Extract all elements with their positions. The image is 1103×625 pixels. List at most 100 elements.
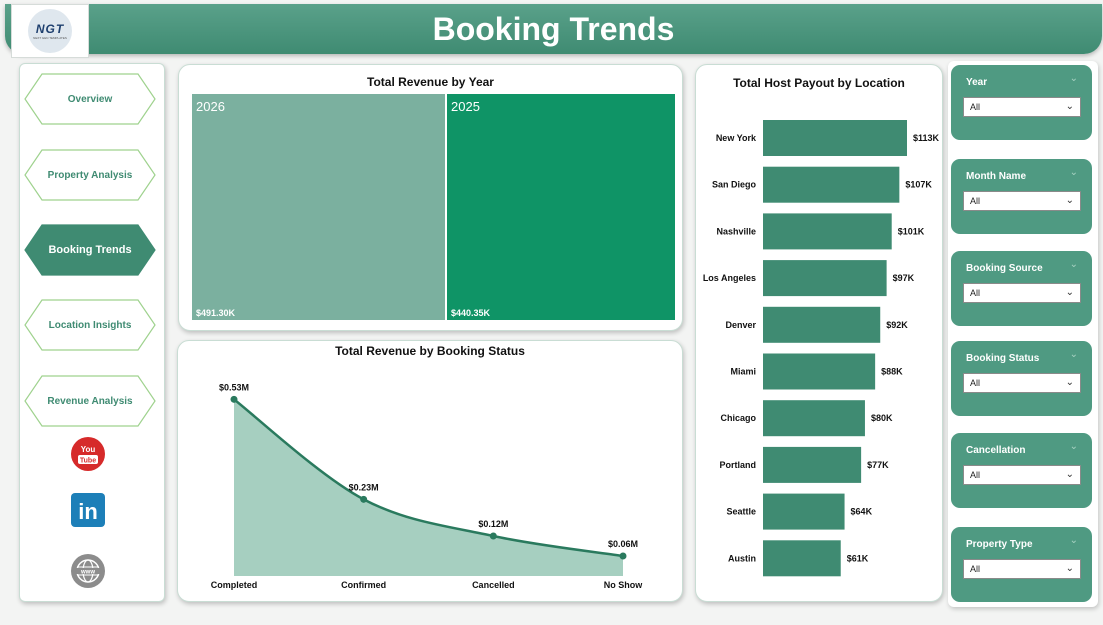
chevron-down-icon: ⌄ <box>1065 287 1074 298</box>
x-tick-label: No Show <box>604 580 643 590</box>
slicer-dropdown[interactable]: All ⌄ <box>963 465 1081 485</box>
slicer-collapse-icon[interactable]: ⌄ <box>1069 73 1078 84</box>
area-line <box>233 398 624 558</box>
data-label: $92K <box>886 320 908 330</box>
bar <box>763 493 845 530</box>
tile-year-label: 2025 <box>451 99 480 114</box>
x-tick-label: Confirmed <box>341 580 386 590</box>
category-label: Los Angeles <box>703 273 756 283</box>
x-tick-label: Completed <box>211 580 258 590</box>
slicer-dropdown[interactable]: All ⌄ <box>963 283 1081 303</box>
bar <box>763 120 907 156</box>
bar <box>763 306 881 343</box>
nav-item-overview[interactable]: Overview <box>24 73 156 125</box>
slicer-label: Property Type <box>966 539 1033 550</box>
youtube-icon[interactable]: You Tube <box>70 436 106 472</box>
category-label: Miami <box>730 367 756 377</box>
nav-label: Revenue Analysis <box>47 395 133 407</box>
revenue-by-status-card: Total Revenue by Booking Status $0.53M Co… <box>177 340 683 602</box>
bar <box>763 353 876 390</box>
website-icon[interactable]: www <box>70 553 106 589</box>
category-label: Denver <box>725 320 756 330</box>
slicer-label: Cancellation <box>966 445 1026 456</box>
x-tick-label: Cancelled <box>472 580 515 590</box>
data-label: $77K <box>867 460 889 470</box>
slicer-value: All <box>970 564 981 574</box>
tile-value-label: $491.30K <box>196 308 236 318</box>
category-label: San Diego <box>712 180 757 190</box>
area-fill <box>234 399 623 576</box>
nav-item-revenue-analysis[interactable]: Revenue Analysis <box>24 375 156 427</box>
filter-panel: Year ⌄ All ⌄ Month Name ⌄ All ⌄ Booking … <box>948 61 1098 607</box>
linkedin-icon[interactable]: in <box>70 492 106 528</box>
category-label: Chicago <box>720 413 756 423</box>
slicer-dropdown[interactable]: All ⌄ <box>963 191 1081 211</box>
slicer-cancellation: Cancellation ⌄ All ⌄ <box>951 433 1092 508</box>
data-label: $64K <box>851 507 873 517</box>
category-label: Portland <box>719 460 756 470</box>
slicer-collapse-icon[interactable]: ⌄ <box>1069 167 1078 178</box>
navigation-panel: Overview Property Analysis Booking Trend… <box>19 63 165 602</box>
slicer-collapse-icon[interactable]: ⌄ <box>1069 441 1078 452</box>
nav-hexagon-shape <box>24 149 156 201</box>
data-point <box>489 532 497 540</box>
company-logo[interactable]: NGT NEXT GEN TEMPLATES <box>11 4 89 58</box>
slicer-value: All <box>970 196 981 206</box>
slicer-year: Year ⌄ All ⌄ <box>951 65 1092 140</box>
revenue-by-status-chart: $0.53M Completed $0.23M Confirmed $0.12M Canc… <box>211 382 644 590</box>
slicer-dropdown[interactable]: All ⌄ <box>963 97 1081 117</box>
youtube-text-bottom: Tube <box>80 458 96 465</box>
nav-item-booking-trends[interactable]: Booking Trends <box>24 224 156 276</box>
slicer-property-type: Property Type ⌄ All ⌄ <box>951 527 1092 602</box>
chevron-down-icon: ⌄ <box>1065 377 1074 388</box>
revenue-by-year-card: Total Revenue by Year 2026 $491.30K 2025… <box>178 64 683 331</box>
slicer-value: All <box>970 470 981 480</box>
chevron-down-icon: ⌄ <box>1065 563 1074 574</box>
nav-item-property-analysis[interactable]: Property Analysis <box>24 149 156 201</box>
nav-hexagon-shape <box>24 73 156 125</box>
slicer-booking-source: Booking Source ⌄ All ⌄ <box>951 251 1092 326</box>
nav-hexagon-shape <box>24 224 156 276</box>
slicer-collapse-icon[interactable]: ⌄ <box>1069 535 1078 546</box>
slicer-collapse-icon[interactable]: ⌄ <box>1069 349 1078 360</box>
slicer-label: Month Name <box>966 171 1026 182</box>
bar <box>763 540 841 577</box>
revenue-by-status-title: Total Revenue by Booking Status <box>335 344 525 358</box>
revenue-by-year-title: Total Revenue by Year <box>367 75 494 89</box>
tile-value-label: $440.35K <box>451 308 491 318</box>
nav-label: Property Analysis <box>47 169 133 181</box>
slicer-value: All <box>970 288 981 298</box>
data-point <box>360 495 368 503</box>
category-label: Nashville <box>716 226 756 236</box>
bar <box>763 260 887 297</box>
treemap-tile-2026[interactable]: 2026 $491.30K <box>192 94 445 320</box>
youtube-text-top: You <box>81 445 96 454</box>
tile-year-label: 2026 <box>196 99 225 114</box>
linkedin-text: in <box>78 499 98 524</box>
nav-hexagon-shape <box>24 375 156 427</box>
data-label: $80K <box>871 413 893 423</box>
slicer-dropdown[interactable]: All ⌄ <box>963 559 1081 579</box>
logo-subtext: NEXT GEN TEMPLATES <box>33 36 67 40</box>
logo-text: NGT <box>35 22 65 36</box>
bar <box>763 446 862 483</box>
slicer-collapse-icon[interactable]: ⌄ <box>1069 259 1078 270</box>
nav-item-location-insights[interactable]: Location Insights <box>24 299 156 351</box>
host-payout-title: Total Host Payout by Location <box>733 76 905 90</box>
slicer-label: Year <box>966 77 988 88</box>
data-label: $113K <box>913 133 940 143</box>
data-label: $0.12M <box>478 519 508 529</box>
slicer-dropdown[interactable]: All ⌄ <box>963 373 1081 393</box>
page-title: Booking Trends <box>432 11 675 47</box>
slicer-value: All <box>970 102 981 112</box>
slicer-booking-status: Booking Status ⌄ All ⌄ <box>951 341 1092 416</box>
website-text: www <box>80 570 95 576</box>
host-payout-chart: New York $113K San Diego $107K Nashville $101… <box>703 120 940 577</box>
category-label: New York <box>716 133 757 143</box>
bar <box>763 213 892 250</box>
header-bar: NGT NEXT GEN TEMPLATES Booking Trends <box>5 4 1102 58</box>
treemap-tile-2025[interactable]: 2025 $440.35K <box>447 94 675 320</box>
nav-label: Overview <box>67 93 113 105</box>
category-label: Austin <box>728 553 756 563</box>
nav-hexagon-shape <box>24 299 156 351</box>
